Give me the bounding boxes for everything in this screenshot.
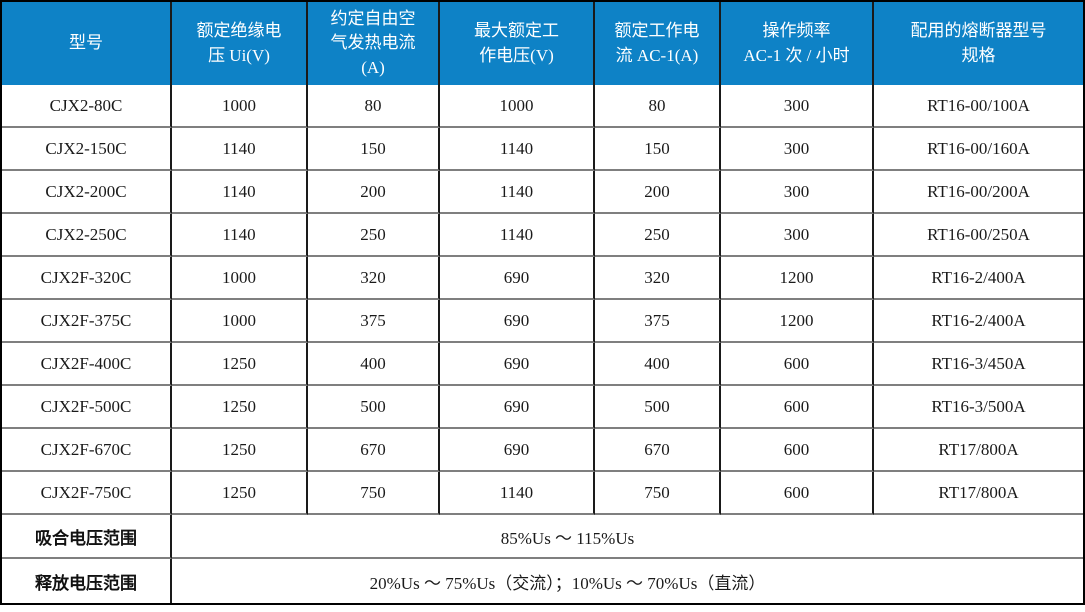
value-cell: 690: [440, 343, 595, 386]
fuse-cell: RT16-00/100A: [874, 85, 1083, 128]
value-cell: 600: [721, 472, 874, 515]
value-cell: 1140: [440, 472, 595, 515]
header-cell-max-rated-working-voltage: 最大额定工 作电压(V): [440, 2, 595, 85]
model-cell: CJX2F-375C: [2, 300, 172, 343]
value-cell: 400: [308, 343, 440, 386]
model-cell: CJX2F-750C: [2, 472, 172, 515]
header-cell-fuse-model-spec: 配用的熔断器型号 规格: [874, 2, 1083, 85]
value-cell: 690: [440, 386, 595, 429]
value-cell: 300: [721, 171, 874, 214]
fuse-cell: RT16-00/250A: [874, 214, 1083, 257]
fuse-cell: RT16-3/500A: [874, 386, 1083, 429]
value-cell: 1000: [172, 257, 308, 300]
footer-value-cell: 85%Us ～ 115%Us: [172, 515, 1083, 559]
model-cell: CJX2-150C: [2, 128, 172, 171]
value-cell: 400: [595, 343, 721, 386]
value-cell: 80: [595, 85, 721, 128]
value-cell: 1000: [440, 85, 595, 128]
table-row: CJX2F-320C 1000 320 690 320 1200 RT16-2/…: [2, 257, 1083, 300]
model-cell: CJX2-250C: [2, 214, 172, 257]
table-row: CJX2-80C 1000 80 1000 80 300 RT16-00/100…: [2, 85, 1083, 128]
value-cell: 300: [721, 85, 874, 128]
table-row: CJX2F-400C 1250 400 690 400 600 RT16-3/4…: [2, 343, 1083, 386]
value-cell: 1140: [172, 171, 308, 214]
value-cell: 600: [721, 386, 874, 429]
value-cell: 1140: [440, 171, 595, 214]
value-cell: 690: [440, 300, 595, 343]
value-cell: 250: [308, 214, 440, 257]
fuse-cell: RT16-00/200A: [874, 171, 1083, 214]
value-cell: 375: [308, 300, 440, 343]
header-row: 型号 额定绝缘电 压 Ui(V) 约定自由空 气发热电流 (A) 最大额定工 作…: [2, 2, 1083, 85]
header-cell-operating-frequency: 操作频率 AC-1 次 / 小时: [721, 2, 874, 85]
value-cell: 600: [721, 343, 874, 386]
value-cell: 500: [595, 386, 721, 429]
footer-label-cell: 吸合电压范围: [2, 515, 172, 559]
footer-value-cell: 20%Us ～ 75%Us（交流）；10%Us ～ 70%Us（直流）: [172, 559, 1083, 603]
value-cell: 1000: [172, 85, 308, 128]
model-cell: CJX2-200C: [2, 171, 172, 214]
table-row: CJX2F-500C 1250 500 690 500 600 RT16-3/5…: [2, 386, 1083, 429]
footer-row-release-voltage-range: 释放电压范围 20%Us ～ 75%Us（交流）；10%Us ～ 70%Us（直…: [2, 559, 1083, 603]
value-cell: 1140: [440, 128, 595, 171]
value-cell: 320: [595, 257, 721, 300]
table-row: CJX2-150C 1140 150 1140 150 300 RT16-00/…: [2, 128, 1083, 171]
value-cell: 750: [595, 472, 721, 515]
table-row: CJX2-250C 1140 250 1140 250 300 RT16-00/…: [2, 214, 1083, 257]
value-cell: 1250: [172, 343, 308, 386]
value-cell: 200: [595, 171, 721, 214]
table-row: CJX2F-375C 1000 375 690 375 1200 RT16-2/…: [2, 300, 1083, 343]
value-cell: 300: [721, 128, 874, 171]
value-cell: 1250: [172, 386, 308, 429]
value-cell: 150: [595, 128, 721, 171]
value-cell: 1140: [440, 214, 595, 257]
footer-row-pickup-voltage-range: 吸合电压范围 85%Us ～ 115%Us: [2, 515, 1083, 559]
value-cell: 1140: [172, 214, 308, 257]
value-cell: 1200: [721, 300, 874, 343]
fuse-cell: RT17/800A: [874, 472, 1083, 515]
value-cell: 1250: [172, 472, 308, 515]
value-cell: 1250: [172, 429, 308, 472]
value-cell: 670: [595, 429, 721, 472]
value-cell: 1200: [721, 257, 874, 300]
value-cell: 250: [595, 214, 721, 257]
value-cell: 690: [440, 257, 595, 300]
fuse-cell: RT16-00/160A: [874, 128, 1083, 171]
fuse-cell: RT16-2/400A: [874, 257, 1083, 300]
value-cell: 600: [721, 429, 874, 472]
model-cell: CJX2-80C: [2, 85, 172, 128]
value-cell: 320: [308, 257, 440, 300]
fuse-cell: RT16-3/450A: [874, 343, 1083, 386]
value-cell: 1140: [172, 128, 308, 171]
header-cell-free-air-thermal-current: 约定自由空 气发热电流 (A): [308, 2, 440, 85]
fuse-cell: RT16-2/400A: [874, 300, 1083, 343]
value-cell: 1000: [172, 300, 308, 343]
value-cell: 375: [595, 300, 721, 343]
table-row: CJX2-200C 1140 200 1140 200 300 RT16-00/…: [2, 171, 1083, 214]
fuse-cell: RT17/800A: [874, 429, 1083, 472]
model-cell: CJX2F-320C: [2, 257, 172, 300]
value-cell: 150: [308, 128, 440, 171]
value-cell: 300: [721, 214, 874, 257]
model-cell: CJX2F-500C: [2, 386, 172, 429]
footer-label-cell: 释放电压范围: [2, 559, 172, 603]
table-row: CJX2F-670C 1250 670 690 670 600 RT17/800…: [2, 429, 1083, 472]
table-row: CJX2F-750C 1250 750 1140 750 600 RT17/80…: [2, 472, 1083, 515]
value-cell: 670: [308, 429, 440, 472]
header-cell-rated-insulation-voltage: 额定绝缘电 压 Ui(V): [172, 2, 308, 85]
value-cell: 500: [308, 386, 440, 429]
value-cell: 690: [440, 429, 595, 472]
value-cell: 750: [308, 472, 440, 515]
value-cell: 200: [308, 171, 440, 214]
model-cell: CJX2F-670C: [2, 429, 172, 472]
header-cell-model: 型号: [2, 2, 172, 85]
value-cell: 80: [308, 85, 440, 128]
header-cell-rated-working-current-ac1: 额定工作电 流 AC-1(A): [595, 2, 721, 85]
model-cell: CJX2F-400C: [2, 343, 172, 386]
